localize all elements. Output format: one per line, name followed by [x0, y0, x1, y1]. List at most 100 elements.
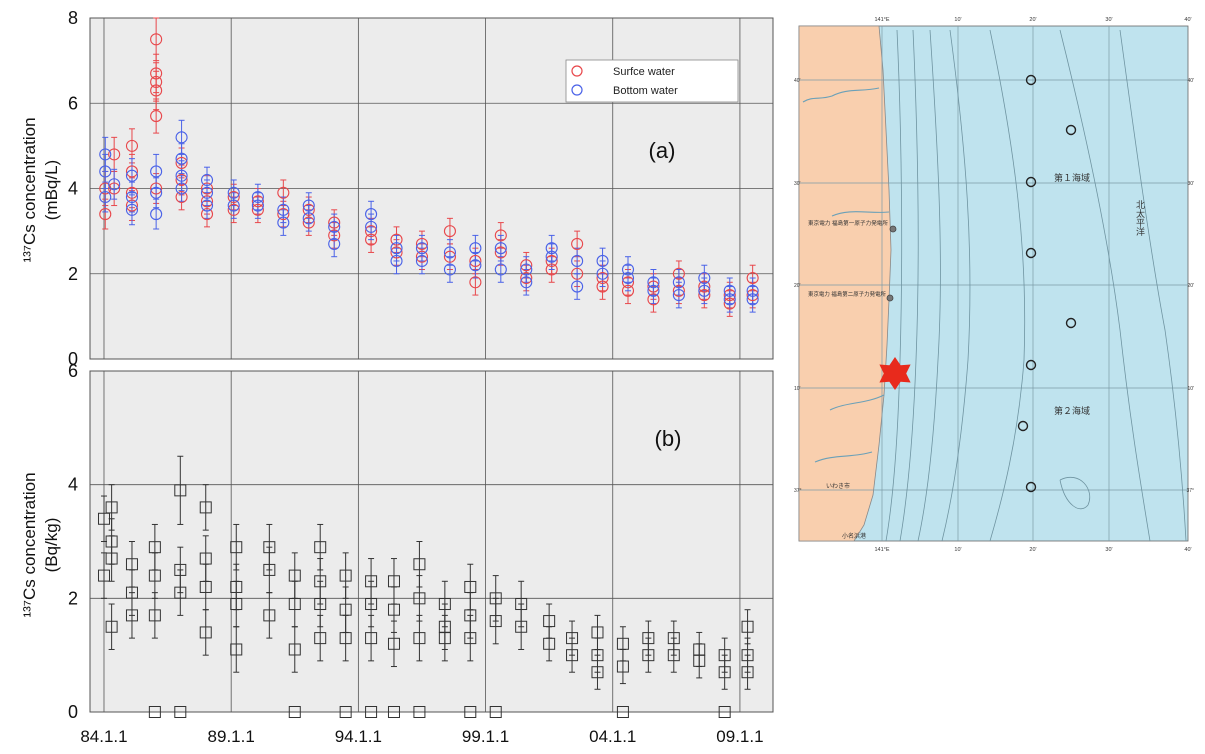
data-point	[591, 666, 604, 679]
data-point	[642, 632, 655, 645]
data-point	[365, 220, 378, 233]
data-point	[390, 254, 403, 268]
map-label-north-pacific: 北太平洋	[1135, 200, 1145, 237]
data-point	[746, 293, 759, 306]
data-point	[227, 203, 240, 216]
plant-dot-daiichi	[889, 225, 897, 233]
data-point	[150, 109, 163, 123]
chart-panel-a: 0 2 4 6 8 (a) Surfce water Bottom water ¹³⁷C…	[20, 8, 774, 369]
data-point	[200, 182, 214, 195]
plot-area-b	[89, 370, 774, 713]
data-point	[545, 242, 558, 255]
data-point	[339, 706, 352, 718]
y-axis-label-b: ¹³⁷Cs concentration	[20, 472, 39, 617]
map-lat-label: 37°	[1186, 488, 1194, 494]
x-tick-label: 89.1.1	[208, 727, 255, 746]
points-b	[97, 484, 754, 718]
y-tick-label: 2	[68, 588, 78, 608]
data-point	[571, 267, 584, 280]
data-point	[288, 643, 301, 656]
y-tick-label: 6	[68, 93, 78, 113]
x-tick-label: 09.1.1	[716, 727, 763, 746]
map-lat-label-left: 37°	[794, 488, 802, 494]
data-point	[413, 706, 426, 718]
data-point	[277, 186, 290, 199]
data-point	[413, 632, 426, 645]
y-tick-label: 8	[68, 8, 78, 28]
data-point	[616, 706, 629, 718]
data-point	[175, 182, 188, 195]
data-point	[150, 33, 163, 46]
map-graticule-labels: 40' 40' 30' 30' 20' 20' 10' 10' 37° 37° 141°E 141°E…	[794, 17, 1194, 553]
x-tick-label: 04.1.1	[589, 727, 636, 746]
data-point	[723, 297, 736, 310]
data-point	[175, 190, 188, 204]
data-point	[175, 169, 188, 182]
data-point	[150, 182, 163, 195]
data-point	[464, 580, 477, 593]
x-ticks: 84.1.1 89.1.1 94.1.1 99.1.1 04.1.1 09.1.1	[80, 727, 763, 746]
data-point	[515, 598, 528, 611]
data-point	[672, 284, 685, 297]
data-point	[723, 293, 736, 306]
data-point	[667, 632, 680, 645]
data-point	[616, 660, 629, 673]
data-point	[543, 615, 556, 628]
map-lat-label: 10'	[1187, 386, 1194, 392]
data-point	[200, 186, 214, 199]
data-point	[288, 569, 301, 582]
data-point	[741, 620, 754, 633]
data-point	[596, 271, 609, 285]
y-tick-label: 2	[68, 264, 78, 284]
data-point	[251, 195, 264, 208]
data-point	[667, 649, 680, 662]
data-point	[200, 195, 214, 208]
error-bars-a	[102, 17, 756, 317]
data-point	[438, 632, 451, 645]
data-point	[647, 293, 660, 306]
data-point	[174, 563, 187, 576]
map-label-daini: 東京電力 福島第二原子力発電所	[808, 290, 886, 298]
data-point	[150, 208, 163, 221]
map-label-area-1: 第１海域	[1054, 172, 1090, 183]
data-point	[443, 250, 456, 263]
data-point	[566, 632, 579, 645]
data-point	[314, 575, 327, 588]
data-point	[415, 242, 429, 255]
data-point	[718, 666, 731, 679]
y-ticks-a: 0 2 4 6 8	[68, 8, 78, 369]
data-point	[200, 199, 214, 212]
data-point	[387, 603, 400, 616]
data-point	[125, 169, 139, 182]
data-point	[390, 246, 403, 259]
data-point	[263, 563, 276, 576]
data-point	[339, 603, 352, 616]
circle-station-icon	[1025, 176, 1037, 188]
data-point	[494, 242, 507, 255]
map-land	[798, 25, 892, 542]
circle-station-icon	[1017, 420, 1029, 432]
data-point	[387, 706, 400, 718]
data-point	[227, 186, 240, 199]
data-point	[723, 284, 736, 297]
data-point	[277, 203, 290, 216]
data-point	[438, 598, 451, 611]
data-point	[591, 626, 604, 639]
data-point	[314, 541, 327, 554]
circle-station-icon	[1025, 481, 1037, 493]
data-point	[125, 609, 138, 622]
data-point	[647, 284, 660, 297]
data-point	[251, 203, 264, 216]
map-lat-label: 40'	[1187, 78, 1194, 84]
data-point	[150, 67, 163, 80]
star-marker-icon	[879, 357, 911, 390]
data-point	[174, 706, 187, 718]
map-lon-label-bottom: 20'	[1029, 547, 1036, 553]
map-lat-label-left: 10'	[794, 386, 801, 392]
x-tick-label: 94.1.1	[335, 727, 382, 746]
data-point	[328, 216, 341, 229]
data-point	[489, 706, 502, 718]
data-point	[672, 267, 685, 280]
data-point	[230, 580, 243, 593]
data-point	[469, 242, 482, 255]
